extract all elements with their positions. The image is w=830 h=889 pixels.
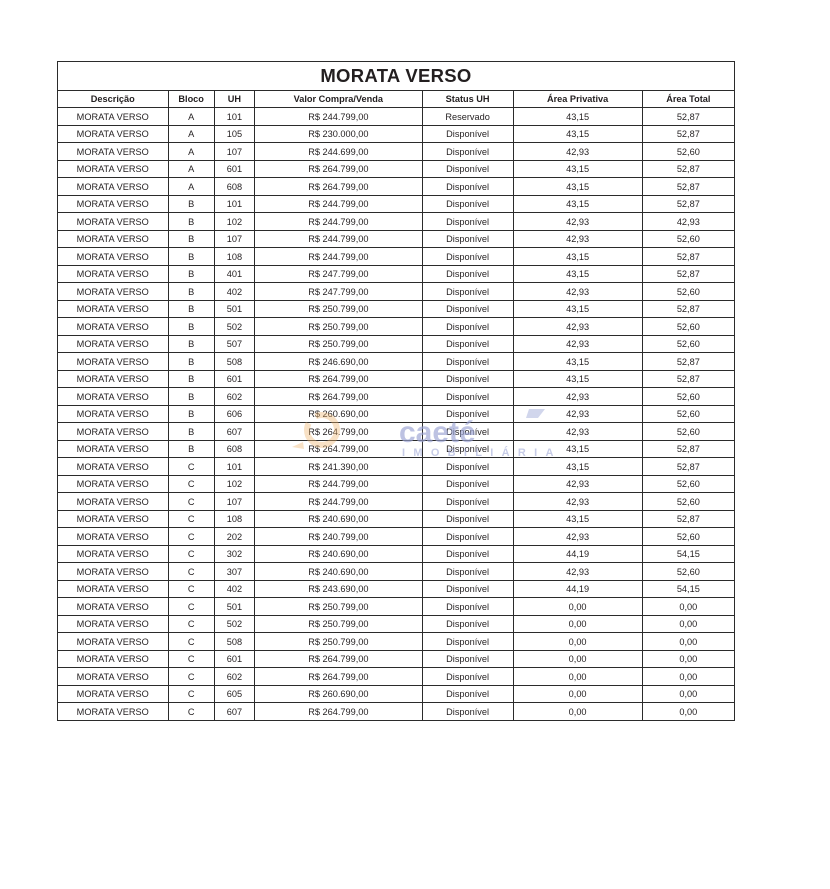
svg-text:IMOBILIÁRIA: IMOBILIÁRIA xyxy=(402,446,560,459)
svg-text:caeté: caeté xyxy=(399,416,476,449)
